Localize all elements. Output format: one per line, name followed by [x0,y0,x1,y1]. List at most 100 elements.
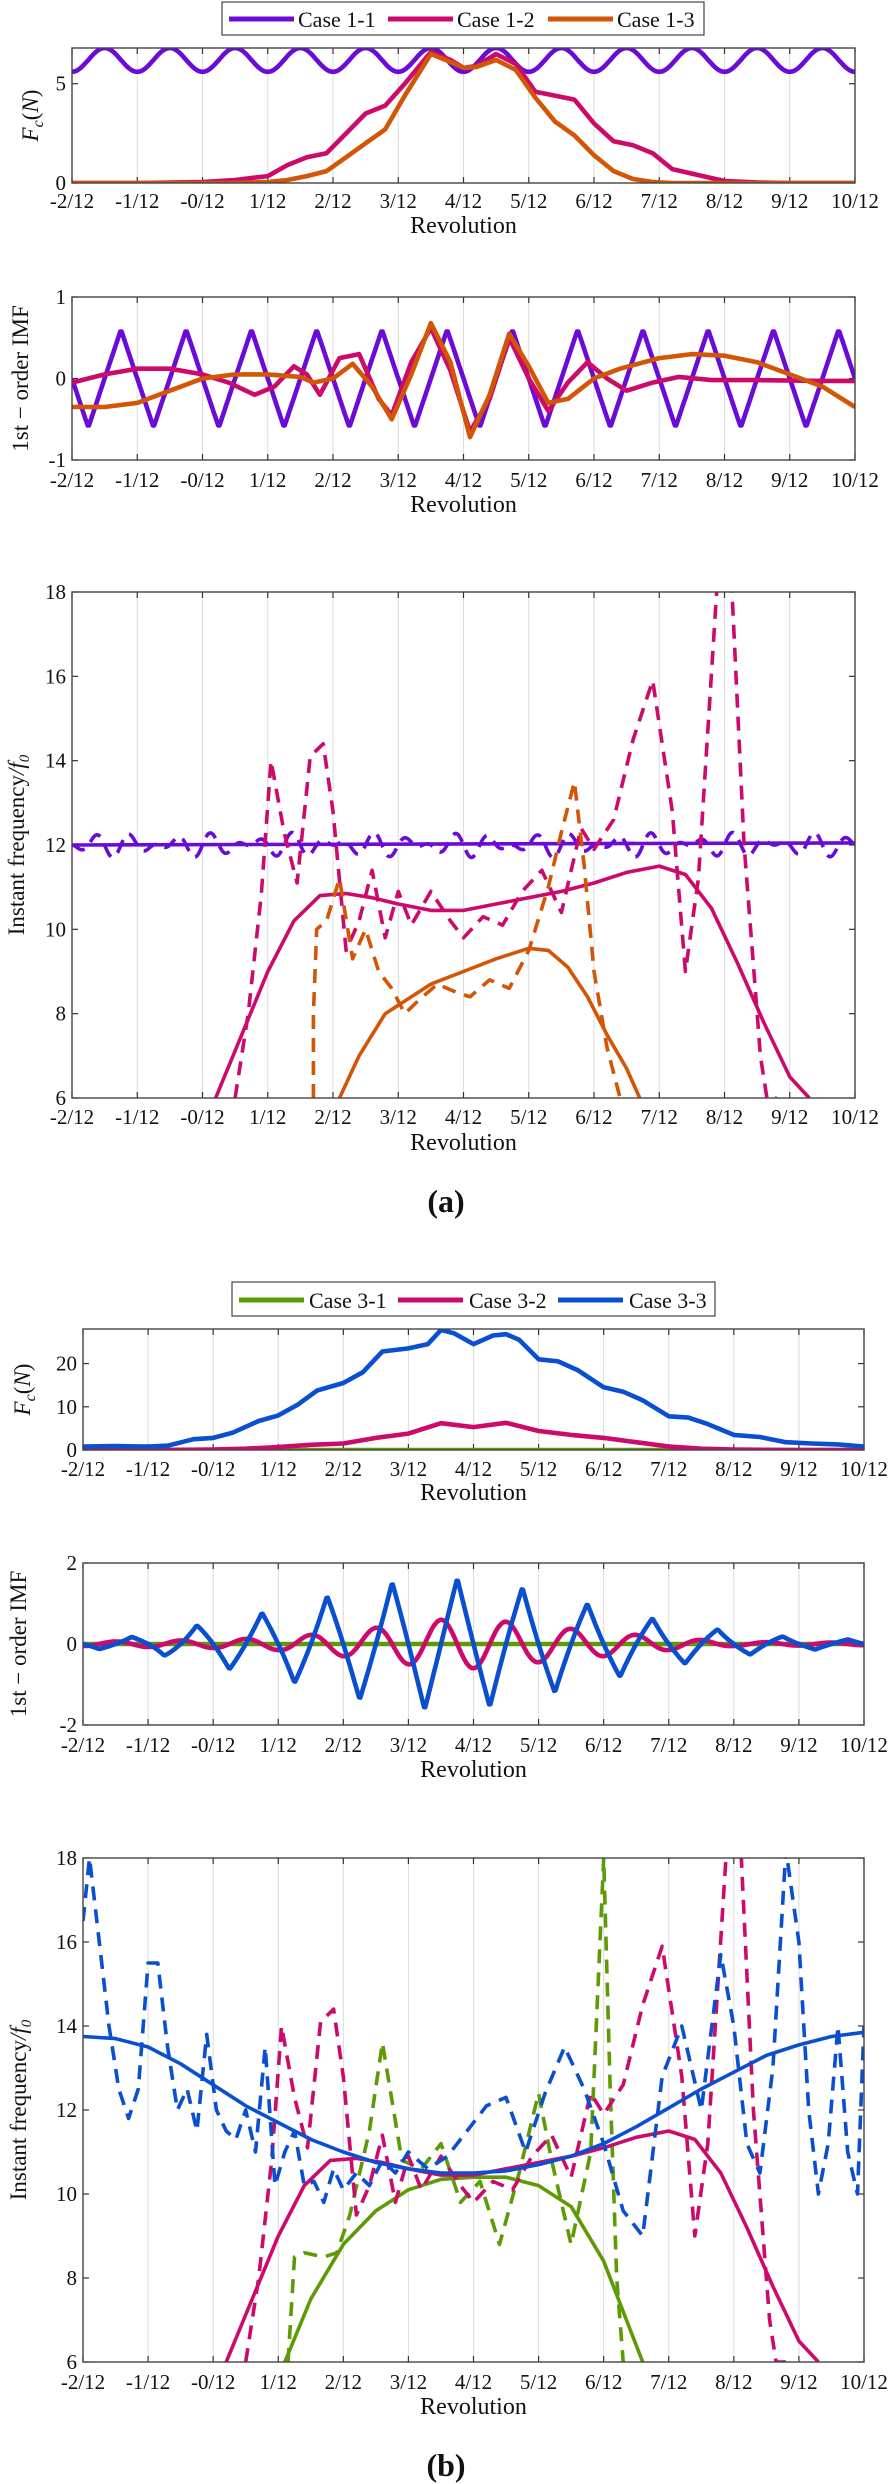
x-tick-label: 5/12 [520,1733,557,1757]
x-tick-label: -2/12 [50,189,94,213]
x-tick-label: 10/12 [831,189,879,213]
y-tick-label: 0 [67,1438,78,1462]
plot-frame [71,591,856,1099]
series-case-3-3 [83,1578,864,1710]
x-tick-label: 8/12 [706,1105,743,1129]
series-case-3-3-raw [83,1858,864,2238]
series-case-1-3 [72,51,855,183]
x-tick-label: 5/12 [510,468,547,492]
y-tick-label: 6 [56,1086,67,1110]
x-tick-label: 10/12 [840,1733,888,1757]
y-tick-label: 12 [56,2098,77,2122]
series-case-1-2 [213,864,811,1098]
x-tick-label: -2/12 [61,1733,105,1757]
y-tick-label: 16 [45,664,66,688]
x-tick-label: 3/12 [380,189,417,213]
series-case-1-3-raw [311,780,622,1098]
x-tick-label: 4/12 [455,2370,492,2394]
y-tick-label: 18 [45,580,66,604]
x-tick-label: 10/12 [840,2370,888,2394]
y-tick-label: 8 [56,1002,67,1026]
x-tick-label: 4/12 [445,1105,482,1129]
x-axis-label: Revolution [420,1757,527,1783]
x-tick-label: 2/12 [314,468,351,492]
x-tick-label: 9/12 [780,2370,817,2394]
legend-a-box [221,1,705,36]
plot-a3-instant-frequency: -2/12 -1/12 -0/12 1/12 2/12 3/12 4/12 5/12 6/12 7… [4,580,879,1156]
series-case-3-2 [224,2129,820,2362]
series-case-3-2 [83,1420,864,1450]
x-tick-label: 7/12 [641,468,678,492]
x-tick-label: 1/12 [260,1457,297,1481]
series-case-1-1 [72,841,855,847]
plot-b2-imf: -2/12 -1/12 -0/12 1/12 2/12 3/12 4/12 5/12 6/12 7… [6,1551,888,1783]
x-tick-label: 7/12 [650,1457,687,1481]
x-tick-label: -1/12 [126,2370,170,2394]
y-tick-label: 20 [56,1352,77,1376]
plot-b1-force: -2/12 -1/12 -0/12 1/12 2/12 3/12 4/12 5/12 6/12 7… [10,1328,888,1506]
x-tick-label: -0/12 [191,1733,235,1757]
series-case-3-3 [83,1329,864,1449]
x-tick-label: -1/12 [115,189,159,213]
x-tick-label: 10/12 [840,1457,888,1481]
x-tick-label: -1/12 [126,1457,170,1481]
series-case-1-3 [72,320,855,440]
x-tick-label: -0/12 [180,468,224,492]
x-tick-label: 9/12 [771,468,808,492]
y-axis-label: Fc(N) [18,90,47,143]
x-tick-label: 9/12 [771,189,808,213]
x-tick-label: 6/12 [575,189,612,213]
plot-a1-force: -2/12 -1/12 -0/12 1/12 2/12 3/12 4/12 5/12 6/12 7… [18,47,879,239]
y-tick-label: -1 [49,448,67,472]
y-tick-label: 8 [67,2266,78,2290]
x-tick-label: 2/12 [314,189,351,213]
x-axis-label: Revolution [420,1480,527,1506]
x-axis-label: Revolution [410,492,517,518]
legend-label-case-3-2: Case 3-2 [469,1288,547,1313]
y-tick-label: 14 [45,749,67,773]
x-tick-label: 1/12 [260,2370,297,2394]
x-tick-label: 2/12 [325,2370,362,2394]
y-tick-label: 0 [56,171,67,195]
x-tick-label: 2/12 [314,1105,351,1129]
series-case-3-1-raw [286,1858,625,2362]
x-axis-label: Revolution [420,2394,527,2420]
x-tick-label: -0/12 [191,1457,235,1481]
x-tick-label: 5/12 [510,189,547,213]
y-axis-label: Instant frequency/f0 [4,754,33,935]
y-tick-label: 10 [56,1395,77,1419]
y-tick-label: 0 [56,367,67,391]
x-tick-label: 6/12 [585,2370,622,2394]
x-tick-label: 10/12 [831,468,879,492]
y-tick-label: 1 [56,285,67,309]
x-tick-label: -0/12 [191,2370,235,2394]
x-tick-label: -1/12 [115,468,159,492]
x-tick-label: 5/12 [510,1105,547,1129]
x-tick-label: 3/12 [380,1105,417,1129]
plot-a2-imf: -2/12 -1/12 -0/12 1/12 2/12 3/12 4/12 5/12 6/12 7… [8,285,879,518]
x-tick-label: -2/12 [61,2370,105,2394]
series-case-3-2-raw [243,1858,786,2362]
x-tick-label: 1/12 [260,1733,297,1757]
y-tick-label: 2 [67,1551,78,1575]
x-tick-label: 6/12 [575,1105,612,1129]
series-case-1-1 [72,48,855,75]
y-tick-label: 10 [45,917,66,941]
x-tick-label: -2/12 [61,1457,105,1481]
x-tick-label: 1/12 [249,189,286,213]
panel-label-a: (a) [427,1183,464,1219]
x-tick-label: 7/12 [650,1733,687,1757]
y-axis-label: 1st − order IMF [6,1571,31,1718]
plot-frame [82,1328,865,1451]
x-tick-label: 5/12 [520,2370,557,2394]
x-tick-label: 3/12 [380,468,417,492]
x-tick-label: 9/12 [780,1733,817,1757]
x-tick-label: 1/12 [249,1105,286,1129]
x-tick-label: -2/12 [50,468,94,492]
y-tick-label: 5 [56,72,67,96]
series-case-3-1 [283,2175,645,2362]
legend-a: Case 1-1 Case 1-2 Case 1-3 [221,1,705,36]
y-tick-label: 18 [56,1846,77,1870]
x-tick-label: 1/12 [249,468,286,492]
